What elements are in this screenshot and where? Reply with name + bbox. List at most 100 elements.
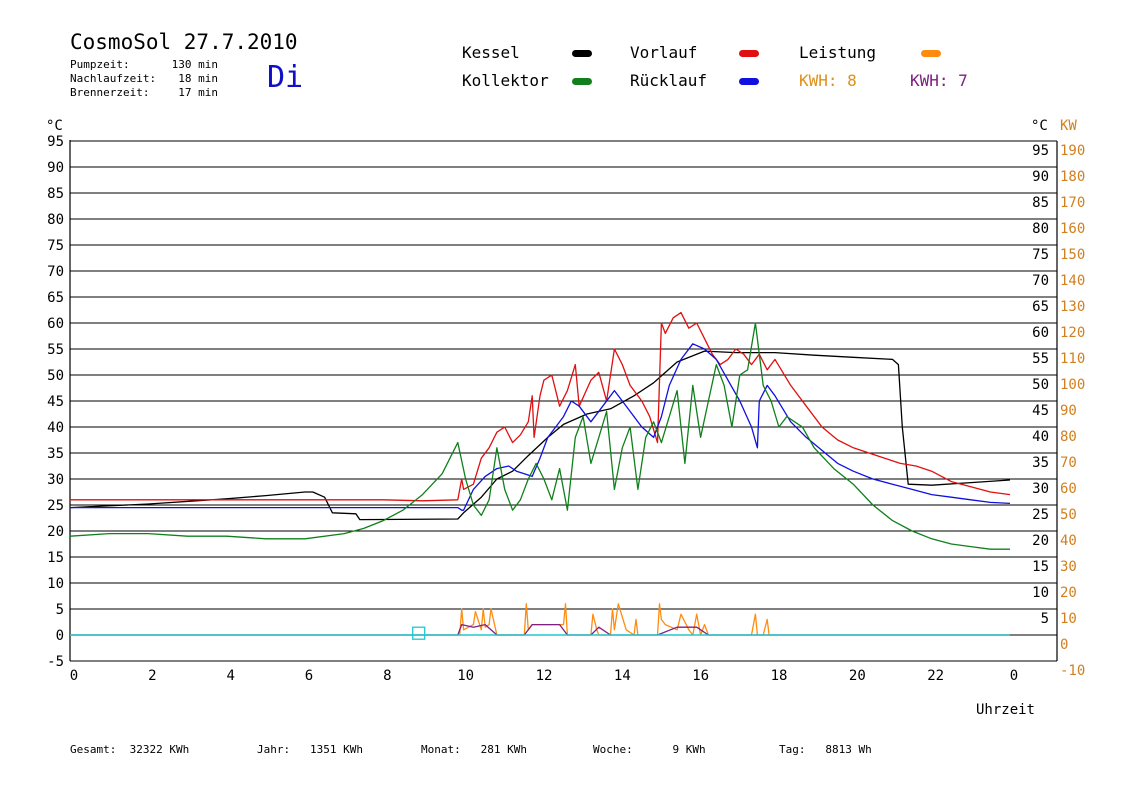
y-axis-label-left: °C: [46, 118, 63, 134]
y-tick-kw: 80: [1060, 429, 1077, 445]
pumpzeit-label: Pumpzeit:: [70, 58, 130, 71]
nachlaufzeit-row: Nachlaufzeit: 18 min: [70, 72, 218, 85]
footer-woche-label: Woche:: [593, 743, 633, 756]
y-tick-right: 70: [1032, 273, 1049, 289]
y-tick-kw: 50: [1060, 507, 1077, 523]
brennerzeit-row: Brennerzeit: 17 min: [70, 86, 218, 99]
y-tick-right: 25: [1032, 507, 1049, 523]
y-tick-kw: 70: [1060, 455, 1077, 471]
footer-tag-label: Tag:: [779, 743, 806, 756]
y-tick-right: 90: [1032, 169, 1049, 185]
y-tick-right: 50: [1032, 377, 1049, 393]
y-tick-kw: 180: [1060, 169, 1085, 185]
x-tick: 20: [849, 668, 866, 684]
footer-jahr-value: 1351 KWh: [310, 743, 363, 756]
footer-gesamt: Gesamt: 32322 KWh: [70, 743, 189, 756]
legend-leistung-swatch: [921, 50, 941, 57]
chart-title: CosmoSol 27.7.2010: [70, 30, 298, 54]
pumpzeit-row: Pumpzeit: 130 min: [70, 58, 218, 71]
x-tick: 16: [692, 668, 709, 684]
footer-tag-value: 8813 Wh: [825, 743, 872, 756]
footer-monat: Monat: 281 KWh: [421, 743, 527, 756]
legend-vorlauf-swatch: [739, 50, 759, 57]
y-tick-left: 5: [56, 602, 64, 618]
y-tick-right: 85: [1032, 195, 1049, 211]
legend-kollektor-swatch: [572, 78, 592, 85]
y-tick-right: 95: [1032, 143, 1049, 159]
brennerzeit-label: Brennerzeit:: [70, 86, 150, 99]
y-tick-kw: 100: [1060, 377, 1085, 393]
y-tick-kw: 40: [1060, 533, 1077, 549]
y-tick-right: 15: [1032, 559, 1049, 575]
y-tick-kw: 20: [1060, 585, 1077, 601]
footer-jahr-label: Jahr:: [257, 743, 291, 756]
weekday-label: Di: [267, 60, 304, 95]
x-tick: 10: [457, 668, 474, 684]
y-tick-right: 20: [1032, 533, 1049, 549]
y-tick-right: 55: [1032, 351, 1049, 367]
footer-jahr: Jahr: 1351 KWh: [257, 743, 363, 756]
y-tick-left: 20: [47, 524, 64, 540]
x-tick: 14: [614, 668, 631, 684]
legend-vorlauf-label: Vorlauf: [630, 43, 698, 62]
y-tick-kw: 140: [1060, 273, 1085, 289]
y-tick-left: 30: [47, 472, 64, 488]
legend-ruecklauf-swatch: [739, 78, 759, 85]
y-tick-kw: 0: [1060, 637, 1068, 653]
y-tick-kw: 130: [1060, 299, 1085, 315]
legend-kwh-2: KWH: 7: [910, 71, 968, 90]
y-tick-kw: 120: [1060, 325, 1085, 341]
x-tick: 2: [148, 668, 156, 684]
y-tick-kw: -10: [1060, 663, 1085, 679]
brennerzeit-value: 17 min: [178, 86, 218, 99]
y-tick-left: 75: [47, 238, 64, 254]
footer-woche: Woche: 9 KWh: [593, 743, 706, 756]
y-tick-left: 70: [47, 264, 64, 280]
y-tick-left: 95: [47, 134, 64, 150]
y-tick-left: 85: [47, 186, 64, 202]
x-tick: 6: [305, 668, 313, 684]
series-line-vorlauf: [70, 311, 1011, 502]
legend-kollektor-label: Kollektor: [462, 71, 549, 90]
legend-leistung-label: Leistung: [799, 43, 877, 62]
footer-monat-value: 281 KWh: [480, 743, 527, 756]
y-tick-left: 40: [47, 420, 64, 436]
y-tick-kw: 60: [1060, 481, 1077, 497]
y-tick-left: 0: [56, 628, 64, 644]
y-tick-left: 45: [47, 394, 64, 410]
y-tick-kw: 10: [1060, 611, 1077, 627]
footer-woche-value: 9 KWh: [672, 743, 706, 756]
legend-kessel-swatch: [572, 50, 592, 57]
y-tick-right: 80: [1032, 221, 1049, 237]
y-axis-label-right: °C: [1031, 118, 1048, 134]
legend-kwh-1: KWH: 8: [799, 71, 857, 90]
y-tick-right: 10: [1032, 585, 1049, 601]
nachlaufzeit-value: 18 min: [178, 72, 218, 85]
y-tick-left: 10: [47, 576, 64, 592]
cyan-marker: [412, 626, 426, 640]
pumpzeit-value: 130 min: [171, 58, 218, 71]
nachlaufzeit-label: Nachlaufzeit:: [70, 72, 157, 85]
y-tick-left: 50: [47, 368, 64, 384]
legend-kessel-label: Kessel: [462, 43, 520, 62]
y-tick-left: 15: [47, 550, 64, 566]
y-tick-kw: 150: [1060, 247, 1085, 263]
x-tick: 4: [226, 668, 234, 684]
x-tick: 8: [383, 668, 391, 684]
x-tick: 0: [70, 668, 78, 684]
y-tick-left: 65: [47, 290, 64, 306]
y-tick-right: 5: [1041, 611, 1049, 627]
x-tick: 22: [927, 668, 944, 684]
footer-tag: Tag: 8813 Wh: [779, 743, 872, 756]
y-tick-right: 75: [1032, 247, 1049, 263]
footer-monat-label: Monat:: [421, 743, 461, 756]
x-tick: 12: [536, 668, 553, 684]
x-tick: 18: [771, 668, 788, 684]
series-line-kwh: [70, 623, 1010, 636]
y-axis-label-kw: KW: [1060, 118, 1077, 134]
y-tick-kw: 90: [1060, 403, 1077, 419]
y-tick-right: 65: [1032, 299, 1049, 315]
y-tick-left: 60: [47, 316, 64, 332]
y-tick-right: 35: [1032, 455, 1049, 471]
